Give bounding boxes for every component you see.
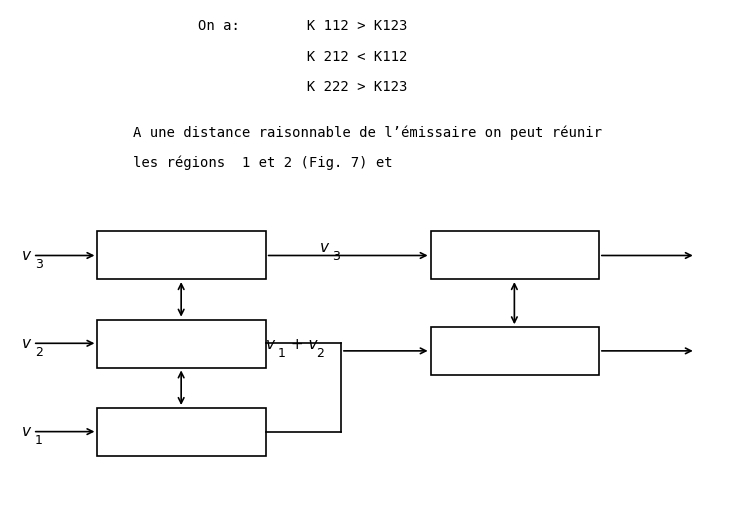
Text: 2: 2 (35, 346, 43, 359)
Bar (431, 231, 599, 279)
Text: On a:        K 112 > K123: On a: K 112 > K123 (198, 19, 407, 33)
Bar (97, 231, 266, 279)
Text: 1: 1 (35, 434, 43, 447)
Bar (97, 320, 266, 367)
Text: v: v (22, 424, 31, 439)
Text: 2: 2 (317, 347, 324, 361)
Text: + v: + v (285, 338, 318, 352)
Text: v: v (320, 240, 328, 255)
Text: v: v (22, 248, 31, 263)
Text: K 212 < K112: K 212 < K112 (198, 50, 407, 64)
Text: K 222 > K123: K 222 > K123 (198, 80, 407, 94)
Text: A une distance raisonnable de l’émissaire on peut réunir: A une distance raisonnable de l’émissair… (133, 125, 602, 140)
Text: v: v (22, 336, 31, 351)
Text: v: v (266, 338, 274, 352)
Text: 3: 3 (332, 250, 340, 263)
Text: les régions  1 et 2 (Fig. 7) et: les régions 1 et 2 (Fig. 7) et (133, 155, 393, 170)
Text: 1: 1 (278, 347, 285, 361)
Bar (97, 408, 266, 456)
Bar (431, 327, 599, 375)
Text: 3: 3 (35, 258, 43, 271)
